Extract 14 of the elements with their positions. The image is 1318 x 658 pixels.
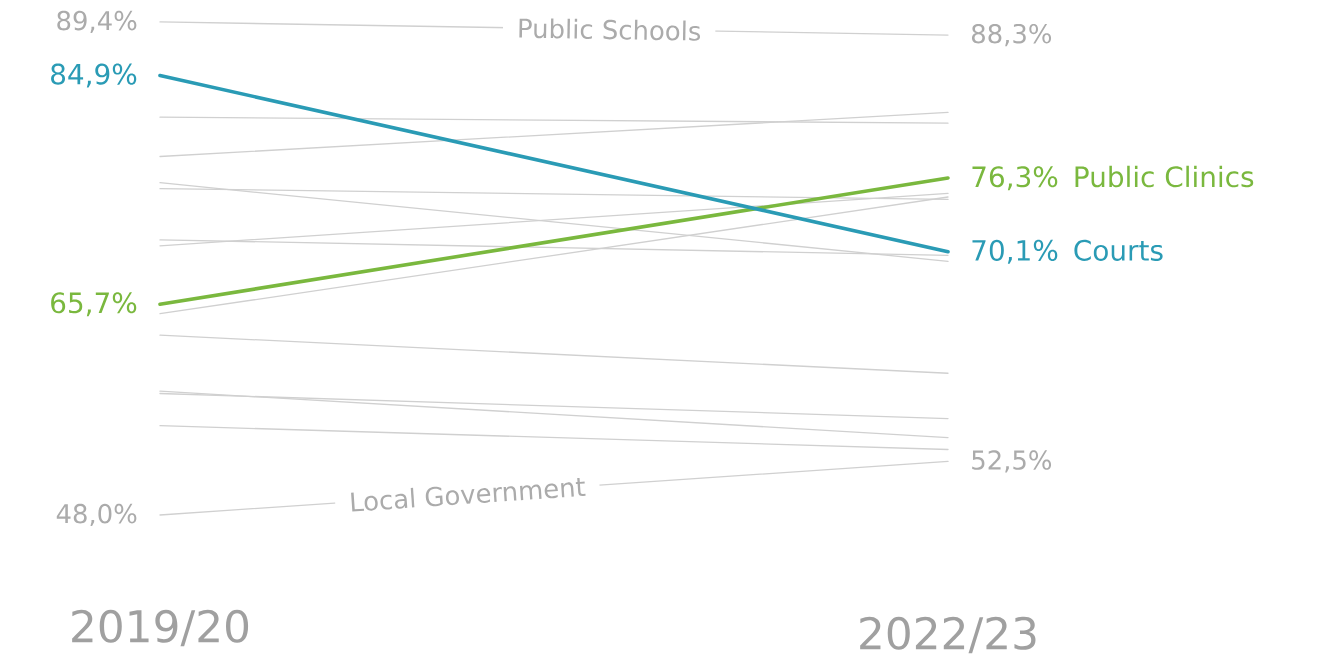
series-label: Public Schools: [519, 18, 701, 41]
data-label: 48,0%: [56, 503, 137, 527]
data-label: 89,4%: [57, 10, 137, 34]
series-label: Local Government: [351, 477, 586, 512]
data-label: 76,3%: [972, 166, 1058, 191]
data-label: 88,3%: [971, 23, 1052, 47]
data-label: 70,1%: [972, 239, 1058, 264]
data-label: 65,7%: [51, 292, 137, 317]
text: Public Clinics: [1075, 165, 1254, 188]
data-label: 52,5%: [972, 450, 1052, 473]
text: Courts: [1074, 239, 1163, 261]
x-tick-label: 2019/20: [72, 609, 249, 647]
data-label: 84,9%: [51, 63, 137, 88]
x-tick-label: 2022/23: [860, 616, 1036, 654]
